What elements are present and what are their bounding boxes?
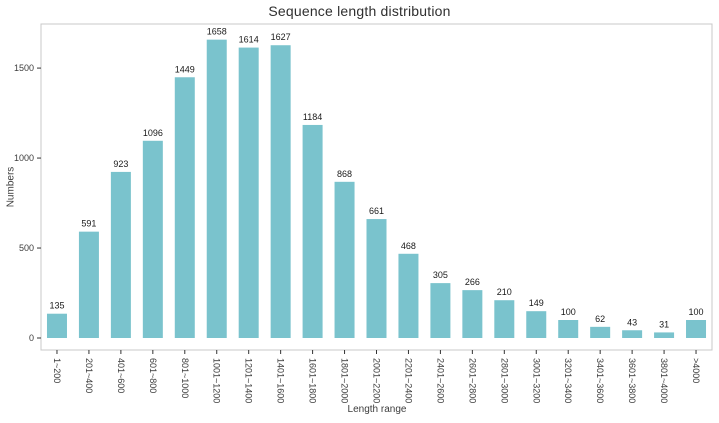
bar-value-label: 1627 bbox=[271, 32, 291, 42]
bar-value-label: 135 bbox=[49, 301, 64, 311]
bar-value-label: 923 bbox=[113, 159, 128, 169]
x-tick-label: 3801~4000 bbox=[659, 358, 669, 403]
x-tick-label: 2001~2200 bbox=[372, 358, 382, 403]
bar bbox=[110, 171, 131, 338]
bar bbox=[334, 181, 355, 338]
x-tick-label: 801~1000 bbox=[180, 358, 190, 398]
x-tick-label: >4000 bbox=[691, 358, 701, 383]
bar-value-label: 43 bbox=[627, 317, 637, 327]
x-tick-label: 1401~1600 bbox=[276, 358, 286, 403]
x-tick-label: 201~400 bbox=[84, 358, 94, 393]
bar-value-label: 1096 bbox=[143, 128, 163, 138]
y-tick-label: 1000 bbox=[14, 153, 34, 163]
bar-value-label: 266 bbox=[465, 277, 480, 287]
bar-value-label: 100 bbox=[561, 307, 576, 317]
bar-value-label: 591 bbox=[81, 219, 96, 229]
bar-value-label: 210 bbox=[497, 287, 512, 297]
bar-value-label: 468 bbox=[401, 241, 416, 251]
bar bbox=[78, 231, 99, 338]
x-tick-label: 1001~1200 bbox=[212, 358, 222, 403]
x-tick-label: 601~800 bbox=[148, 358, 158, 393]
bar bbox=[46, 313, 67, 338]
x-axis-title: Length range bbox=[347, 404, 407, 415]
bar-value-label: 149 bbox=[529, 298, 544, 308]
bar bbox=[462, 290, 483, 338]
bar-value-label: 1658 bbox=[207, 27, 227, 37]
x-tick-label: 2401~2600 bbox=[435, 358, 445, 403]
y-tick-label: 500 bbox=[19, 243, 34, 253]
bar bbox=[590, 326, 611, 338]
y-tick-label: 1500 bbox=[14, 63, 34, 73]
bar bbox=[526, 311, 547, 338]
bar-value-label: 868 bbox=[337, 169, 352, 179]
bar bbox=[142, 140, 163, 338]
bar bbox=[494, 300, 515, 338]
x-tick-label: 3001~3200 bbox=[531, 358, 541, 403]
bar-value-label: 1184 bbox=[303, 112, 322, 122]
x-tick-label: 2801~3000 bbox=[499, 358, 509, 403]
bar-value-label: 1614 bbox=[239, 35, 259, 45]
bar bbox=[366, 219, 387, 338]
bar bbox=[622, 330, 643, 338]
x-tick-label: 1801~2000 bbox=[340, 358, 350, 403]
bar-value-label: 305 bbox=[433, 270, 448, 280]
x-tick-label: 2601~2800 bbox=[467, 358, 477, 403]
bar-value-label: 661 bbox=[369, 206, 384, 216]
bar-value-label: 31 bbox=[659, 319, 669, 329]
bar-value-label: 62 bbox=[595, 314, 605, 324]
bar bbox=[270, 45, 291, 338]
x-tick-label: 3601~3800 bbox=[627, 358, 637, 403]
x-tick-label: 2201~2400 bbox=[403, 358, 413, 403]
y-tick-label: 0 bbox=[29, 333, 34, 343]
x-tick-label: 1601~1800 bbox=[308, 358, 318, 403]
bar-value-label: 100 bbox=[689, 307, 704, 317]
bar bbox=[398, 253, 419, 338]
x-tick-label: 1~200 bbox=[52, 358, 62, 383]
x-tick-label: 3401~3600 bbox=[595, 358, 605, 403]
bar bbox=[686, 320, 707, 338]
x-tick-label: 1201~1400 bbox=[244, 358, 254, 403]
bar-value-label: 1449 bbox=[175, 64, 195, 74]
bar bbox=[174, 77, 195, 339]
x-tick-label: 401~600 bbox=[116, 358, 126, 393]
x-tick-label: 3201~3400 bbox=[563, 358, 573, 403]
bar bbox=[558, 320, 579, 338]
bar bbox=[206, 39, 227, 338]
bar bbox=[238, 47, 259, 338]
bar bbox=[654, 332, 675, 338]
bar bbox=[430, 283, 451, 338]
chart-title: Sequence length distribution bbox=[268, 3, 451, 19]
bar bbox=[302, 124, 323, 339]
